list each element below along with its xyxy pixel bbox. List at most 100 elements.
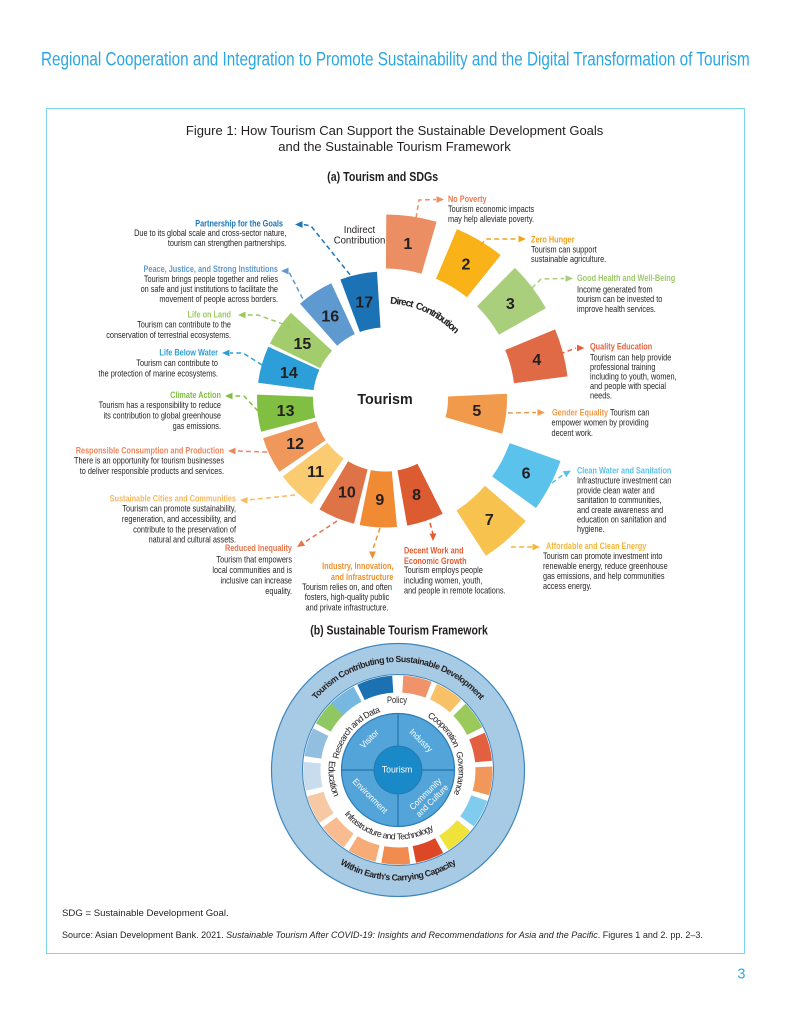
svg-text:Reduced Inequality: Reduced Inequality (225, 542, 292, 553)
svg-text:sanitation to communities,: sanitation to communities, (577, 494, 662, 505)
svg-text:Partnership for the Goals: Partnership for the Goals (195, 217, 283, 228)
svg-text:Life Below Water: Life Below Water (159, 347, 218, 358)
svg-text:Clean Water and Sanitation: Clean Water and Sanitation (577, 465, 671, 476)
svg-text:equality.: equality. (265, 585, 292, 596)
svg-text:and people with special: and people with special (590, 380, 666, 391)
svg-text:5: 5 (472, 403, 481, 420)
svg-text:gas emissions.: gas emissions. (173, 420, 221, 431)
svg-text:Quality Education: Quality Education (590, 341, 652, 352)
svg-text:Peace, Justice, and Strong Ins: Peace, Justice, and Strong Institutions (144, 263, 279, 274)
svg-text:(a) Tourism and SDGs: (a) Tourism and SDGs (327, 169, 438, 184)
svg-text:Tourism economic impacts: Tourism economic impacts (448, 203, 534, 214)
svg-text:16: 16 (321, 309, 339, 326)
svg-text:There is an opportunity for to: There is an opportunity for tourism busi… (74, 455, 224, 466)
svg-text:provide clean water and: provide clean water and (577, 484, 655, 495)
svg-text:sustainable agriculture.: sustainable agriculture. (531, 253, 606, 264)
svg-text:empower women by providing: empower women by providing (552, 417, 649, 428)
svg-text:9: 9 (375, 492, 384, 509)
svg-text:Tourism can contribute to the: Tourism can contribute to the (137, 319, 231, 330)
svg-text:Tourism employs people: Tourism employs people (404, 564, 483, 575)
svg-text:on safe and just institutions: on safe and just institutions to facilit… (141, 283, 279, 294)
svg-text:education on sanitation and: education on sanitation and (577, 514, 667, 525)
svg-text:Responsible Consumption and Pr: Responsible Consumption and Production (76, 445, 224, 456)
svg-text:Climate Action: Climate Action (170, 389, 221, 400)
svg-text:needs.: needs. (590, 390, 612, 401)
svg-text:Tourism can promote sustainabi: Tourism can promote sustainability, (122, 503, 236, 514)
svg-text:Tourism has a responsibility t: Tourism has a responsibility to reduce (99, 399, 222, 410)
svg-text:14: 14 (280, 365, 298, 382)
svg-text:12: 12 (286, 436, 304, 453)
svg-text:and people in remote locations: and people in remote locations. (404, 585, 506, 596)
svg-text:Tourism that empowers: Tourism that empowers (216, 554, 292, 565)
svg-text:local communities and is: local communities and is (212, 564, 292, 575)
svg-text:conservation of terrestrial ec: conservation of terrestrial ecosystems. (106, 329, 231, 340)
svg-text:15: 15 (293, 336, 311, 353)
svg-text:and private infrastructure.: and private infrastructure. (306, 601, 389, 612)
svg-text:Decent Work and: Decent Work and (404, 544, 464, 555)
svg-text:access energy.: access energy. (543, 580, 592, 591)
svg-text:the protection of marine ecosy: the protection of marine ecosystems. (99, 367, 218, 378)
svg-text:Industry, Innovation,: Industry, Innovation, (322, 560, 393, 571)
svg-text:its contribution to global gre: its contribution to global greenhouse (104, 409, 222, 420)
svg-text:including to youth, women,: including to youth, women, (590, 371, 677, 382)
svg-text:6: 6 (522, 466, 531, 483)
svg-text:Tourism relies on, and often: Tourism relies on, and often (302, 581, 392, 592)
svg-text:Zero Hunger: Zero Hunger (531, 234, 575, 245)
svg-text:improve health services.: improve health services. (577, 303, 656, 314)
svg-text:inclusive can increase: inclusive can increase (220, 575, 292, 586)
svg-text:3: 3 (737, 967, 745, 983)
svg-text:Tourism can contribute to: Tourism can contribute to (136, 357, 218, 368)
svg-text:including women, youth,: including women, youth, (404, 574, 482, 585)
svg-text:movement of people across bord: movement of people across borders. (159, 293, 278, 304)
svg-text:natural and cultural assets.: natural and cultural assets. (149, 534, 236, 545)
svg-text:Income generated from: Income generated from (577, 283, 653, 294)
svg-text:Economic Growth: Economic Growth (404, 555, 467, 566)
svg-text:Tourism: Tourism (382, 764, 413, 774)
svg-text:Figure 1: How Tourism Can Supp: Figure 1: How Tourism Can Support the Su… (186, 123, 604, 138)
svg-text:renewable energy, reduce green: renewable energy, reduce greenhouse (543, 560, 668, 571)
svg-text:Policy: Policy (387, 695, 408, 705)
svg-text:may help alleviate poverty.: may help alleviate poverty. (448, 213, 534, 224)
svg-text:Source: Asian Development Bank: Source: Asian Development Bank. 2021. Su… (62, 930, 703, 940)
svg-text:Indirect: Indirect (344, 225, 376, 236)
svg-text:Tourism can support: Tourism can support (531, 243, 597, 254)
svg-text:to deliver responsible product: to deliver responsible products and serv… (80, 465, 224, 476)
svg-text:17: 17 (355, 294, 373, 311)
svg-text:tourism can strengthen partner: tourism can strengthen partnerships. (168, 237, 287, 248)
svg-text:regeneration, and accessibilit: regeneration, and accessibility, and (122, 513, 236, 524)
svg-text:Good Health and Well-Being: Good Health and Well-Being (577, 272, 675, 283)
svg-text:and Infrastructure: and Infrastructure (331, 571, 394, 582)
svg-text:3: 3 (506, 296, 515, 313)
svg-text:Gender Equality Tourism can: Gender Equality Tourism can (552, 407, 650, 418)
svg-text:13: 13 (277, 403, 295, 420)
svg-text:Direct Contribution: Direct Contribution (390, 296, 461, 337)
svg-text:Regional Cooperation and Integ: Regional Cooperation and Integration to … (41, 48, 750, 70)
svg-text:decent work.: decent work. (552, 427, 593, 438)
svg-text:contribute to the preservation: contribute to the preservation of (133, 523, 236, 534)
svg-text:4: 4 (532, 352, 541, 369)
svg-text:and create awareness and: and create awareness and (577, 504, 663, 515)
svg-text:gas emissions, and help commun: gas emissions, and help communities (543, 570, 665, 581)
svg-text:Due to its global scale and cr: Due to its global scale and cross-sector… (134, 227, 286, 238)
svg-text:Tourism: Tourism (357, 392, 412, 408)
svg-text:Life on Land: Life on Land (188, 309, 231, 320)
svg-text:Sustainable Cities and Communi: Sustainable Cities and Communities (110, 493, 237, 504)
svg-text:Affordable and Clean Energy: Affordable and Clean Energy (546, 540, 647, 551)
svg-text:SDG = Sustainable Development: SDG = Sustainable Development Goal. (62, 908, 229, 919)
svg-text:No Poverty: No Poverty (448, 193, 487, 204)
svg-text:and the Sustainable Tourism Fr: and the Sustainable Tourism Framework (278, 139, 511, 154)
svg-text:(b) Sustainable Tourism Framew: (b) Sustainable Tourism Framework (310, 625, 488, 638)
svg-text:2: 2 (461, 256, 470, 273)
svg-text:hygiene.: hygiene. (577, 523, 605, 534)
svg-text:8: 8 (412, 487, 421, 504)
svg-text:Infrastructure investment can: Infrastructure investment can (577, 475, 672, 486)
svg-text:Tourism can help provide: Tourism can help provide (590, 352, 672, 363)
svg-text:11: 11 (307, 464, 324, 481)
svg-text:1: 1 (403, 236, 412, 253)
svg-text:fosters, high-quality public: fosters, high-quality public (305, 591, 390, 602)
svg-text:7: 7 (485, 512, 494, 529)
svg-text:10: 10 (338, 485, 356, 502)
svg-text:professional training: professional training (590, 361, 656, 372)
svg-text:Contribution: Contribution (334, 235, 386, 246)
svg-text:Tourism can promote investment: Tourism can promote investment into (543, 550, 663, 561)
